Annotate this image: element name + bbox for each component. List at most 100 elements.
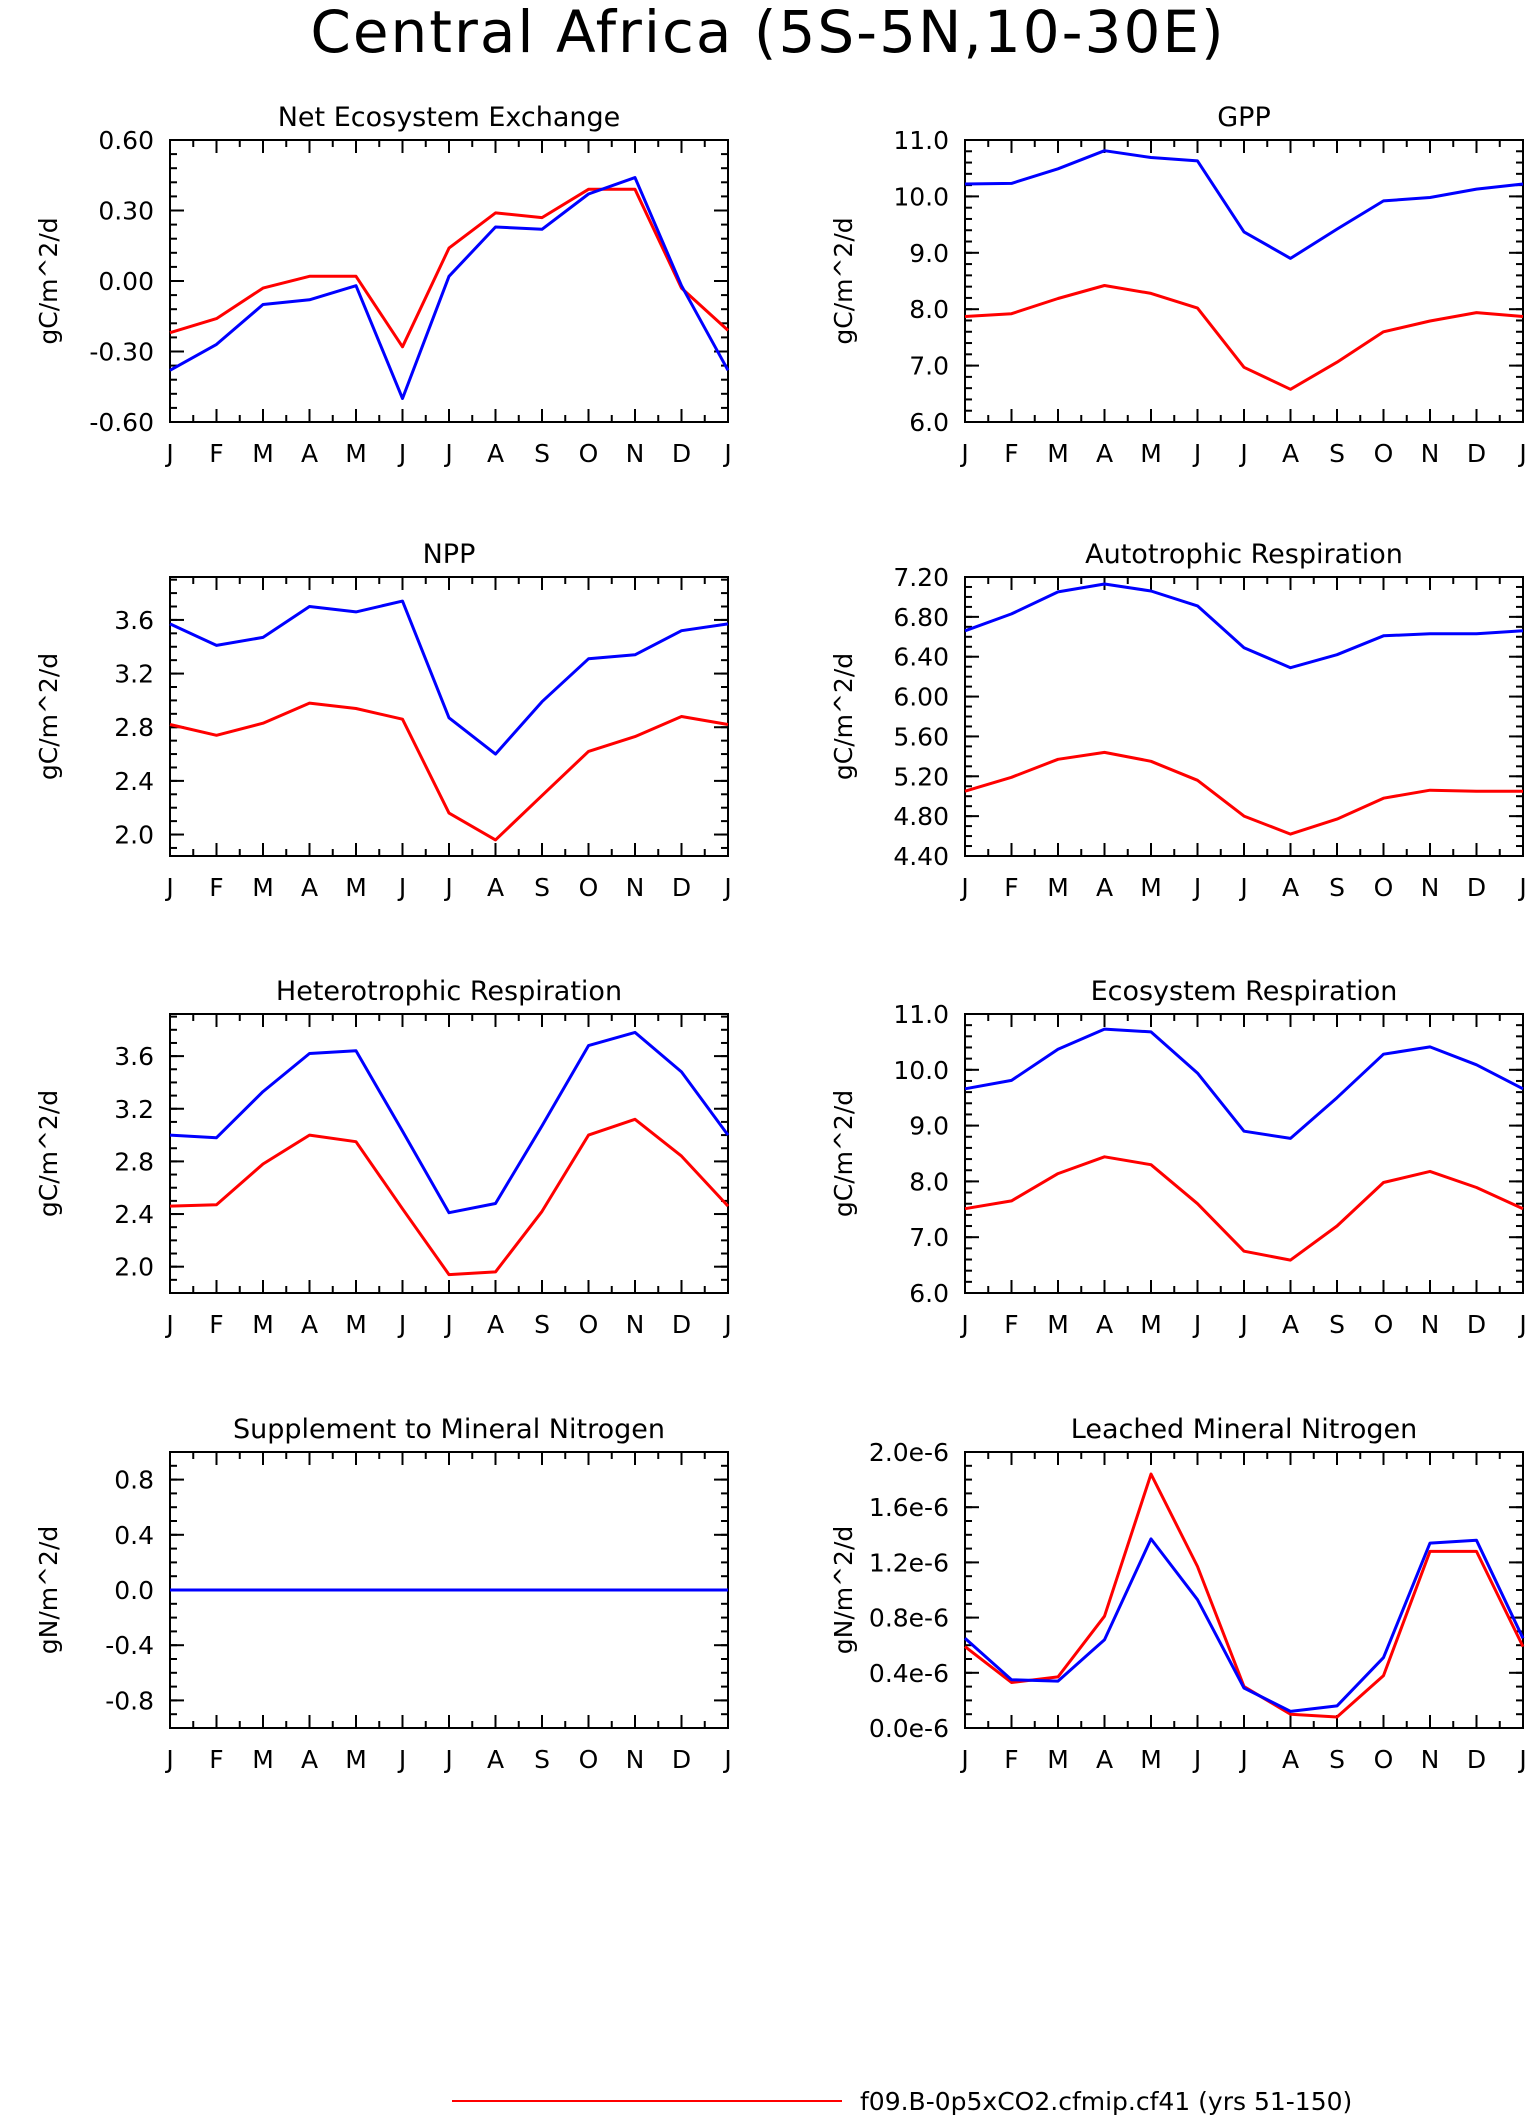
x-tick-label: A: [1096, 873, 1113, 902]
panel-title: GPP: [1217, 102, 1271, 133]
y-tick-label: 0.8: [114, 1466, 154, 1495]
y-tick-label: 8.0: [909, 1167, 949, 1196]
x-tick-label: F: [209, 439, 223, 468]
x-tick-label: A: [1096, 1310, 1113, 1339]
x-tick-label: J: [1517, 1745, 1526, 1774]
y-tick-label: 0.60: [98, 126, 154, 155]
x-tick-label: F: [1004, 439, 1018, 468]
x-tick-label: N: [626, 439, 645, 468]
y-axis-label: gN/m^2/d: [829, 1526, 858, 1655]
y-tick-label: 0.00: [98, 267, 154, 296]
y-tick-label: 7.20: [893, 563, 949, 592]
y-tick-label: 1.6e-6: [869, 1493, 949, 1522]
x-tick-label: J: [164, 439, 173, 468]
legend-label: f09.B-0p5xCO2.cfmip.cf41 (yrs 51-150): [860, 2087, 1352, 2116]
x-tick-label: O: [1374, 439, 1394, 468]
x-tick-label: N: [626, 1310, 645, 1339]
x-tick-label: D: [672, 439, 691, 468]
y-tick-label: 8.0: [909, 295, 949, 324]
x-tick-label: J: [1238, 439, 1247, 468]
panel-title: Leached Mineral Nitrogen: [1071, 1414, 1417, 1445]
plot-frame: [169, 1013, 729, 1294]
x-tick-label: M: [252, 873, 274, 902]
series-line-blue: [964, 582, 1524, 670]
x-tick-label: O: [579, 1310, 599, 1339]
y-tick-label: -0.4: [105, 1631, 154, 1660]
y-tick-label: 6.0: [909, 1279, 949, 1308]
y-tick-label: 0.0e-6: [869, 1714, 949, 1743]
y-tick-label: 9.0: [909, 1112, 949, 1141]
y-axis-label: gN/m^2/d: [34, 1526, 63, 1655]
x-tick-label: J: [1192, 439, 1201, 468]
series-line-red: [964, 750, 1523, 836]
x-tick-label: D: [1467, 1745, 1486, 1774]
y-tick-label: 5.20: [893, 762, 949, 791]
x-tick-label: O: [1374, 1310, 1394, 1339]
x-tick-label: J: [164, 873, 173, 902]
x-tick-label: A: [487, 1745, 504, 1774]
y-tick-label: 6.0: [909, 408, 949, 437]
x-tick-label: F: [209, 1310, 223, 1339]
x-tick-label: N: [626, 1745, 645, 1774]
x-tick-label: O: [579, 439, 599, 468]
x-tick-label: J: [164, 1745, 173, 1774]
x-tick-label: M: [345, 873, 367, 902]
y-axis-label: gC/m^2/d: [829, 217, 858, 344]
x-tick-label: J: [443, 1310, 452, 1339]
series-line-red: [169, 1117, 730, 1277]
x-tick-label: O: [579, 873, 599, 902]
x-tick-label: M: [252, 1310, 274, 1339]
x-tick-label: N: [1421, 873, 1440, 902]
x-tick-label: M: [345, 439, 367, 468]
series-line-blue: [964, 149, 1524, 260]
x-tick-label: F: [209, 873, 223, 902]
x-tick-label: J: [1192, 1310, 1201, 1339]
y-tick-label: -0.60: [89, 408, 154, 437]
x-tick-label: F: [1004, 1745, 1018, 1774]
x-tick-label: M: [345, 1745, 367, 1774]
y-tick-label: 2.4: [114, 1200, 154, 1229]
y-tick-label: 2.0e-6: [869, 1438, 949, 1467]
x-tick-label: N: [1421, 439, 1440, 468]
x-tick-label: J: [397, 1745, 406, 1774]
x-tick-label: M: [1140, 873, 1162, 902]
y-tick-label: 6.40: [893, 643, 949, 672]
x-tick-label: D: [672, 1745, 691, 1774]
y-tick-label: 2.8: [114, 713, 154, 742]
y-tick-label: -0.8: [105, 1686, 154, 1715]
x-tick-label: J: [1517, 439, 1526, 468]
x-tick-label: J: [1192, 1745, 1201, 1774]
x-tick-label: M: [1140, 439, 1162, 468]
y-tick-label: 0.8e-6: [869, 1604, 949, 1633]
x-tick-label: A: [487, 1310, 504, 1339]
y-tick-label: 0.30: [98, 197, 154, 226]
x-tick-label: J: [443, 1745, 452, 1774]
y-tick-label: 3.6: [114, 606, 154, 635]
series-line-blue: [964, 1027, 1524, 1140]
x-tick-label: A: [1096, 439, 1113, 468]
x-tick-label: S: [534, 1310, 550, 1339]
x-tick-label: D: [1467, 439, 1486, 468]
y-tick-label: 0.4e-6: [869, 1659, 949, 1688]
y-tick-label: 5.60: [893, 722, 949, 751]
x-tick-label: D: [1467, 873, 1486, 902]
y-tick-label: 1.2e-6: [869, 1548, 949, 1577]
x-tick-label: A: [1282, 873, 1299, 902]
x-tick-label: A: [1282, 439, 1299, 468]
x-tick-label: O: [1374, 1745, 1394, 1774]
x-tick-label: J: [959, 1310, 968, 1339]
x-tick-label: J: [397, 873, 406, 902]
x-tick-label: M: [252, 1745, 274, 1774]
x-tick-label: M: [345, 1310, 367, 1339]
x-tick-label: N: [626, 873, 645, 902]
y-tick-label: 10.0: [893, 1056, 949, 1085]
series-line-blue: [169, 599, 729, 756]
y-tick-label: 10.0: [893, 182, 949, 211]
x-tick-label: J: [443, 873, 452, 902]
series-line-red: [169, 187, 730, 349]
x-tick-label: O: [1374, 873, 1394, 902]
x-tick-label: S: [534, 439, 550, 468]
